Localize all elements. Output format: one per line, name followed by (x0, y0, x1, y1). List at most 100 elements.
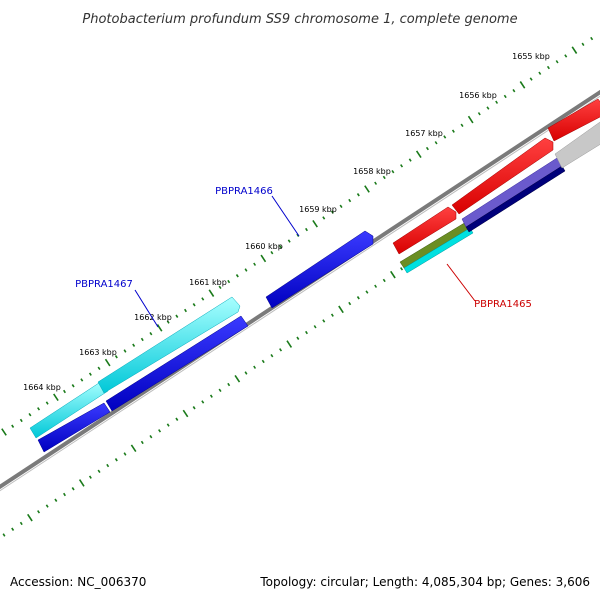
minor-tick (106, 463, 110, 468)
tick-label-1656: 1656 kbp (459, 91, 497, 100)
gene-navy[interactable] (465, 165, 566, 233)
tick-label-1660: 1660 kbp (245, 242, 283, 251)
minor-tick (538, 71, 542, 75)
gene-label-PBPRA1467[interactable]: PBPRA1467 (75, 279, 133, 290)
minor-tick (296, 233, 300, 237)
tick-label-1663: 1663 kbp (79, 348, 117, 357)
major-tick (104, 358, 111, 367)
major-tick (260, 254, 267, 263)
minor-tick (374, 284, 378, 288)
minor-tick (192, 406, 196, 410)
minor-tick (54, 498, 58, 502)
minor-tick (227, 279, 231, 284)
major-tick (53, 393, 59, 402)
minor-tick (348, 198, 352, 203)
major-tick (130, 444, 137, 453)
minor-tick (63, 389, 66, 394)
tick-label-1657: 1657 kbp (405, 129, 443, 138)
minor-tick (495, 100, 499, 104)
gene-label-PBPRA1465[interactable]: PBPRA1465 (474, 299, 532, 310)
minor-tick (555, 60, 559, 64)
minor-tick (2, 533, 6, 537)
minor-tick (149, 434, 153, 439)
minor-tick (322, 319, 326, 323)
minor-tick (279, 245, 283, 249)
minor-tick (184, 308, 187, 313)
minor-tick (201, 297, 205, 301)
tick-label-1655: 1655 kbp (512, 52, 550, 61)
upper-tick-track (1, 36, 594, 436)
minor-tick (477, 112, 481, 116)
major-tick (286, 340, 293, 348)
minor-tick (564, 54, 568, 58)
minor-tick (261, 359, 265, 364)
leader-line-PBPRA1466 (271, 195, 300, 237)
minor-tick (19, 521, 23, 526)
minor-tick (218, 388, 222, 393)
minor-tick (88, 475, 92, 479)
minor-tick (28, 412, 32, 417)
minor-tick (434, 141, 438, 145)
gene-label-PBPRA1466[interactable]: PBPRA1466 (215, 186, 273, 197)
minor-tick (114, 458, 118, 462)
minor-tick (400, 164, 404, 168)
major-tick (27, 513, 33, 522)
minor-tick (339, 204, 343, 209)
minor-tick (253, 262, 257, 266)
minor-tick (209, 394, 213, 398)
gene-PBPRA1467-segment-a[interactable] (29, 380, 109, 439)
minor-tick (348, 301, 352, 306)
gene-PBPRA1465-cyan[interactable] (403, 227, 474, 274)
minor-tick (374, 181, 378, 185)
minor-tick (305, 227, 308, 232)
tick-labels: 1655 kbp 1656 kbp 1657 kbp 1658 kbp 1659… (23, 52, 550, 392)
minor-tick (425, 146, 429, 151)
minor-tick (123, 452, 127, 456)
tick-label-1661: 1661 kbp (189, 278, 227, 287)
major-tick (312, 219, 318, 228)
minor-tick (175, 314, 179, 318)
minor-tick (37, 407, 41, 411)
major-tick (156, 324, 163, 332)
minor-tick (443, 135, 447, 139)
major-tick (415, 150, 422, 159)
minor-tick (270, 353, 274, 358)
genome-summary-text: Topology: circular; Length: 4,085,304 bp… (259, 575, 590, 589)
gene-PBPRA1466[interactable] (265, 230, 374, 309)
minor-tick (313, 325, 317, 329)
minor-tick (88, 372, 92, 376)
minor-tick (45, 504, 49, 508)
minor-tick (192, 303, 196, 307)
minor-tick (11, 527, 15, 531)
gene-blue-lower-b[interactable] (105, 315, 249, 412)
minor-tick (305, 330, 308, 335)
minor-tick (11, 424, 15, 428)
gene-red-c[interactable] (547, 98, 600, 142)
minor-tick (201, 400, 205, 404)
minor-tick (382, 175, 386, 180)
major-tick (390, 270, 396, 279)
minor-tick (158, 429, 162, 433)
tick-label-1659: 1659 kbp (299, 205, 337, 214)
minor-tick (253, 365, 257, 369)
accession-text: Accession: NC_006370 (10, 575, 146, 589)
minor-tick (45, 401, 49, 405)
minor-tick (279, 348, 283, 352)
minor-tick (486, 106, 490, 110)
minor-tick (175, 417, 179, 421)
gene-lightgray[interactable] (554, 121, 600, 169)
gene-red-b[interactable] (451, 137, 554, 215)
gene-red-a[interactable] (392, 206, 457, 255)
chromosome-backbone (0, 89, 600, 492)
major-tick (519, 81, 526, 89)
minor-tick (330, 313, 334, 317)
minor-tick (97, 469, 101, 474)
minor-tick (37, 510, 41, 514)
minor-tick (114, 355, 118, 359)
minor-tick (132, 343, 136, 347)
gene-blue-lower-a[interactable] (37, 402, 111, 453)
minor-tick (391, 169, 395, 174)
gene-PBPRA1467-segment-b[interactable] (97, 296, 241, 394)
